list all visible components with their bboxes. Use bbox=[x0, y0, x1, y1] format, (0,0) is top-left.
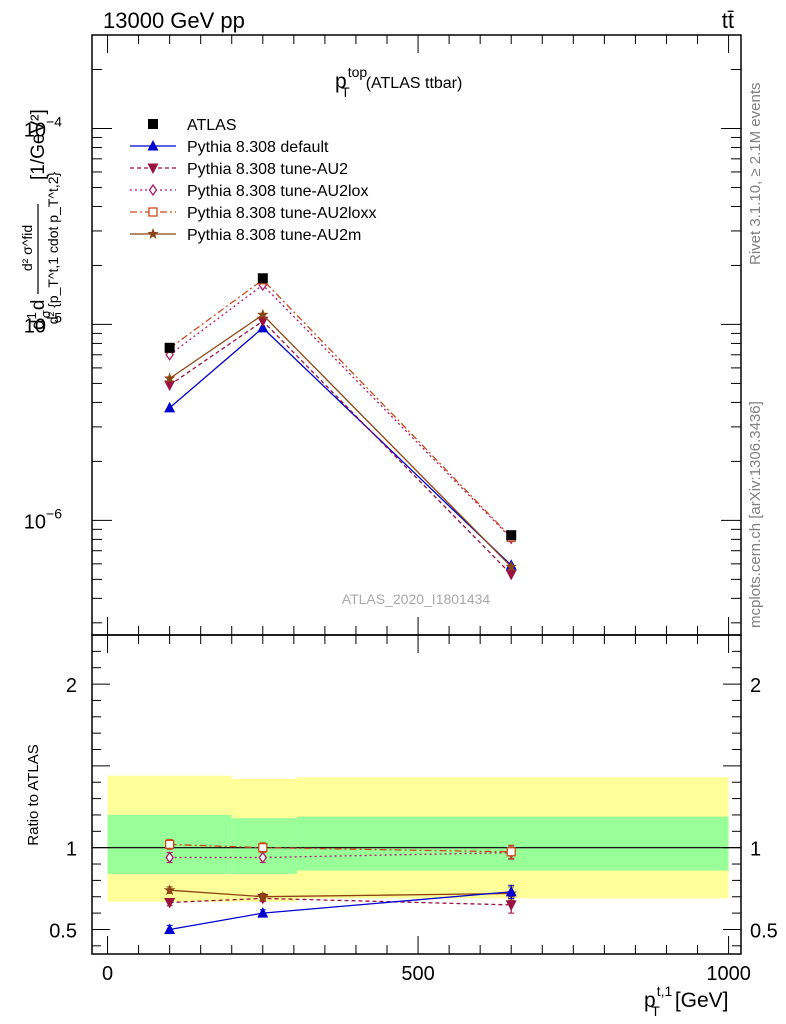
legend-label: Pythia 8.308 default bbox=[187, 139, 329, 156]
data-point bbox=[505, 560, 517, 572]
data-point bbox=[257, 890, 269, 902]
main-panel-frame bbox=[91, 34, 742, 636]
data-point bbox=[505, 900, 517, 911]
svg-text:d1σd: d1σd bbox=[24, 300, 53, 330]
data-point bbox=[163, 884, 176, 896]
ratio-y-tick-label: 2 bbox=[750, 675, 761, 697]
data-point bbox=[147, 228, 159, 239]
ratio-y-tick-label: 1 bbox=[66, 839, 77, 861]
series-pythia-8-308-tune-au2m bbox=[163, 308, 517, 572]
data-point bbox=[257, 308, 269, 320]
data-point bbox=[147, 140, 159, 151]
data-point bbox=[164, 342, 175, 353]
legend-label: Pythia 8.308 tune-AU2m bbox=[187, 227, 361, 244]
y-tick-label: 10−5 bbox=[24, 309, 62, 337]
data-point bbox=[506, 847, 516, 857]
data-point bbox=[164, 401, 176, 413]
data-point bbox=[147, 163, 159, 174]
data-point bbox=[164, 923, 176, 934]
series-atlas bbox=[164, 273, 517, 541]
data-point bbox=[164, 897, 176, 909]
header-process: tt̄ bbox=[722, 8, 734, 33]
ratio-y-tick-label: 0.5 bbox=[49, 920, 77, 942]
data-point bbox=[257, 321, 269, 333]
mcplots-label: mcplots.cern.ch [arXiv:1306.3436] bbox=[747, 401, 764, 628]
x-tick-label: 1000 bbox=[706, 963, 751, 985]
ratio-band-green bbox=[296, 816, 729, 871]
main-axis-ticks: 10−6 10−5 10−4 bbox=[24, 35, 741, 635]
y-tick-label: 10−4 bbox=[24, 113, 62, 141]
analysis-watermark: ATLAS_2020_I1801434 bbox=[342, 591, 491, 607]
data-point bbox=[258, 851, 268, 864]
data-point bbox=[148, 119, 158, 129]
data-point bbox=[148, 207, 158, 217]
header-energy: 13000 GeV pp bbox=[103, 8, 245, 33]
x-tick-label: 500 bbox=[401, 963, 434, 985]
ratio-series-pythia-8-308-default bbox=[164, 884, 517, 935]
x-tick-label: 0 bbox=[102, 963, 113, 985]
data-point bbox=[505, 885, 517, 897]
data-point bbox=[164, 380, 176, 392]
data-point bbox=[165, 851, 174, 864]
ratio-uncertainty-bands bbox=[107, 775, 729, 902]
ratio-data-series bbox=[163, 838, 517, 935]
y-tick-label: 10−6 bbox=[24, 505, 62, 533]
legend-label: Pythia 8.308 tune-AU2 bbox=[187, 161, 348, 178]
plot-title: ptop T (ATLAS ttbar) bbox=[335, 64, 462, 100]
data-point bbox=[164, 839, 175, 850]
data-point bbox=[257, 316, 269, 328]
ratio-panel-frame bbox=[91, 634, 742, 955]
ratio-y-tick-label: 1 bbox=[750, 839, 761, 861]
x-axis-label: pt,1 T [GeV] bbox=[644, 983, 729, 1019]
legend-label: Pythia 8.308 tune-AU2loxx bbox=[187, 205, 376, 222]
data-point bbox=[506, 530, 517, 541]
svg-text:d² {p_T^t,1 cdot p_T^t,2}: d² {p_T^t,1 cdot p_T^t,2} bbox=[45, 171, 61, 324]
series-pythia-8-308-tune-au2 bbox=[164, 316, 517, 581]
ratio-y-tick-label: 2 bbox=[66, 675, 77, 697]
svg-text:[1/GeV²]: [1/GeV²] bbox=[28, 109, 49, 180]
data-point bbox=[505, 569, 517, 581]
legend-label: Pythia 8.308 tune-AU2lox bbox=[187, 183, 368, 200]
ratio-axis-ticks: 0.5 0.5 1 1 2 2 0 500 1000 bbox=[49, 634, 778, 985]
main-y-axis-label: d1σd d² σ^fid d² {p_T^t,1 cdot p_T^t,2} … bbox=[19, 109, 61, 330]
data-point bbox=[257, 907, 269, 918]
data-point bbox=[148, 183, 158, 197]
data-point bbox=[257, 273, 268, 284]
ratio-series-pythia-8-308-tune-au2loxx bbox=[164, 838, 516, 859]
ratio-y-tick-label: 0.5 bbox=[750, 920, 778, 942]
ratio-line bbox=[169, 851, 512, 859]
main-data-series bbox=[163, 273, 517, 581]
data-point bbox=[163, 372, 176, 384]
legend-label: ATLAS bbox=[187, 117, 237, 134]
svg-text:d² σ^fid: d² σ^fid bbox=[19, 225, 35, 271]
legend: ATLAS Pythia 8.308 default Pythia 8.308 tu… bbox=[130, 117, 376, 244]
rivet-version-label: Rivet 3.1.10, ≥ 2.1M events bbox=[747, 83, 764, 266]
ratio-y-axis-label: Ratio to ATLAS bbox=[25, 744, 42, 845]
data-point bbox=[258, 843, 268, 853]
